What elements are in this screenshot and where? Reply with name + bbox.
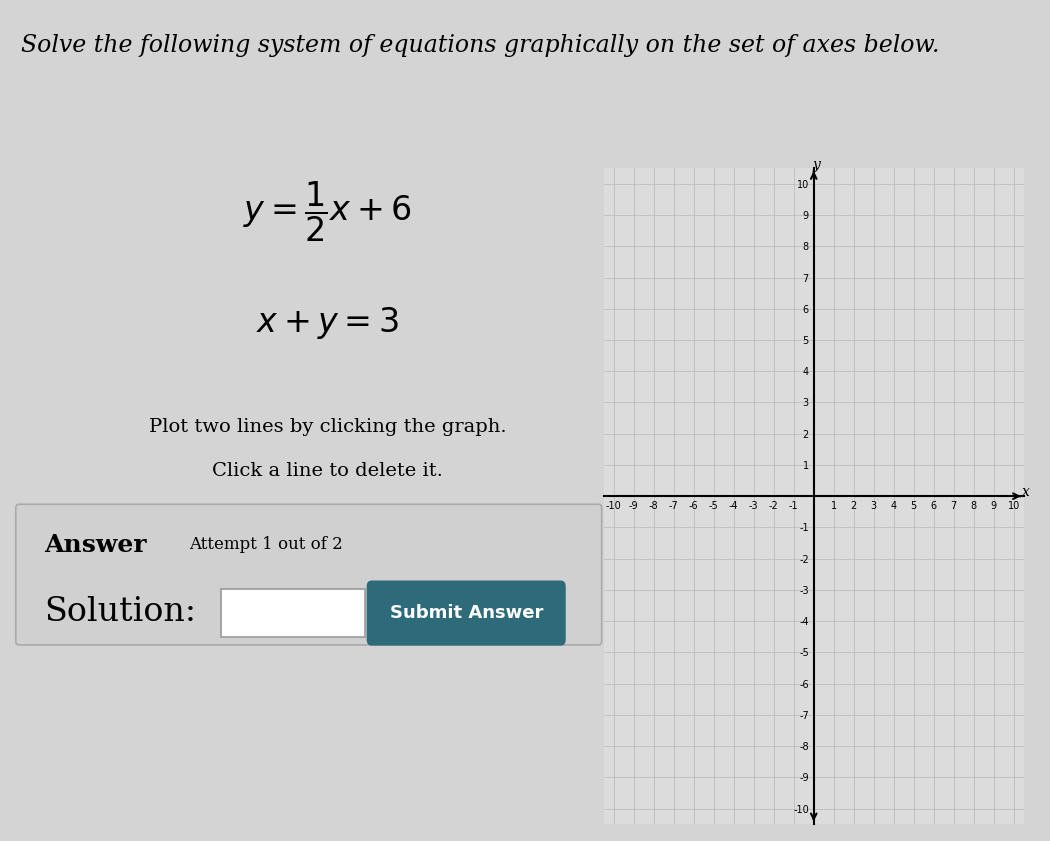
Text: $y = \dfrac{1}{2}x + 6$: $y = \dfrac{1}{2}x + 6$ <box>244 180 412 244</box>
Text: Solution:: Solution: <box>44 595 196 627</box>
Text: Click a line to delete it.: Click a line to delete it. <box>212 462 443 480</box>
Text: x: x <box>1022 484 1030 499</box>
Text: Plot two lines by clicking the graph.: Plot two lines by clicking the graph. <box>149 417 506 436</box>
Text: Submit Answer: Submit Answer <box>390 604 543 622</box>
Text: Solve the following system of equations graphically on the set of axes below.: Solve the following system of equations … <box>21 34 940 57</box>
Bar <box>220 590 365 637</box>
FancyBboxPatch shape <box>16 505 602 645</box>
FancyBboxPatch shape <box>366 580 566 646</box>
Text: Attempt 1 out of 2: Attempt 1 out of 2 <box>189 537 342 553</box>
Text: y: y <box>813 158 821 172</box>
Text: Answer: Answer <box>44 533 147 557</box>
Text: $x + y = 3$: $x + y = 3$ <box>256 305 399 341</box>
